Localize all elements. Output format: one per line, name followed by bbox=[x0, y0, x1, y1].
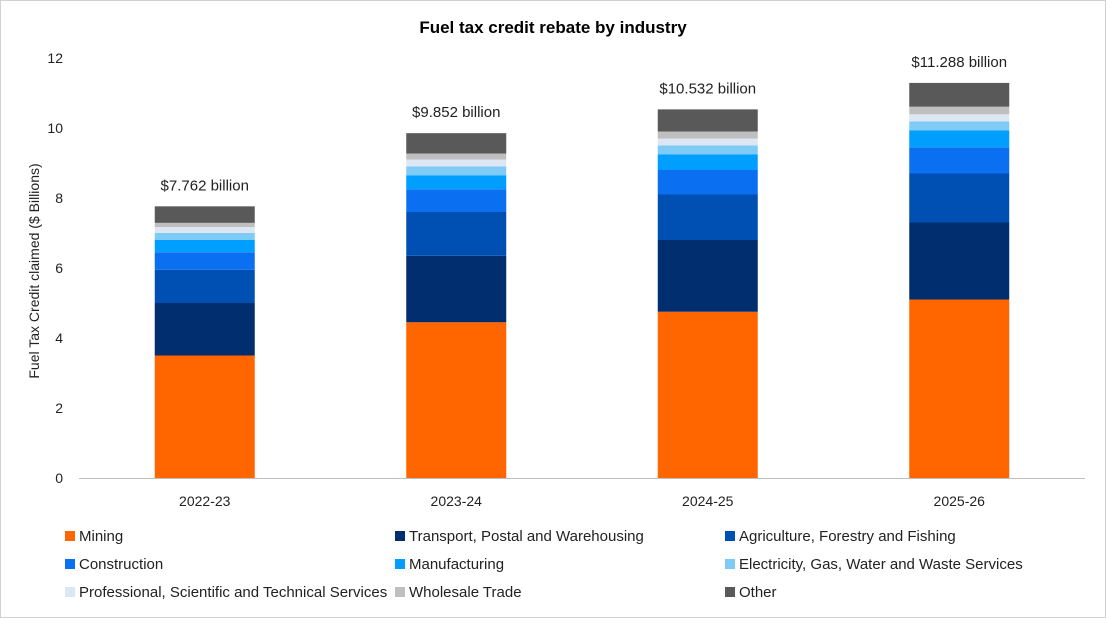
x-tick-label: 2022-23 bbox=[179, 493, 231, 509]
bar-segment-construction[interactable] bbox=[154, 252, 255, 270]
bar-segment-wholesale-trade[interactable] bbox=[154, 222, 255, 228]
y-axis-label: Fuel Tax Credit claimed ($ Billions) bbox=[26, 163, 42, 378]
x-tick-label: 2024-25 bbox=[682, 493, 734, 509]
legend-item[interactable]: Agriculture, Forestry and Fishing bbox=[725, 525, 1065, 547]
bar-segment-manufacturing[interactable] bbox=[154, 240, 255, 253]
bar-segment-electricity-gas-water-and-waste-services[interactable] bbox=[154, 233, 255, 240]
y-tick-label: 12 bbox=[47, 50, 63, 66]
legend-item[interactable]: Wholesale Trade bbox=[395, 581, 725, 603]
bar-segment-construction[interactable] bbox=[909, 147, 1010, 174]
bar-segment-transport-postal-and-warehousing[interactable] bbox=[909, 222, 1010, 300]
legend-label: Agriculture, Forestry and Fishing bbox=[739, 527, 956, 545]
legend: Mining Transport, Postal and Warehousing A… bbox=[65, 525, 1065, 603]
chart-title: Fuel tax credit rebate by industry bbox=[419, 18, 687, 37]
bar-segment-agriculture-forestry-and-fishing[interactable] bbox=[406, 212, 507, 256]
legend-swatch bbox=[65, 559, 75, 569]
total-data-label: $7.762 billion bbox=[161, 177, 249, 194]
legend-item[interactable]: Construction bbox=[65, 553, 395, 575]
legend-swatch bbox=[395, 531, 405, 541]
bar-segment-transport-postal-and-warehousing[interactable] bbox=[154, 303, 255, 356]
legend-item[interactable]: Other bbox=[725, 581, 1065, 603]
legend-label: Electricity, Gas, Water and Waste Servic… bbox=[739, 555, 1023, 573]
legend-label: Wholesale Trade bbox=[409, 583, 522, 601]
bar-segment-agriculture-forestry-and-fishing[interactable] bbox=[154, 269, 255, 303]
legend-item[interactable]: Professional, Scientific and Technical S… bbox=[65, 581, 395, 603]
total-data-label: $9.852 billion bbox=[412, 104, 500, 121]
plot-area: 0 2 4 6 8 10 12 $7.762 billion 2022-23 $9.852 bil… bbox=[47, 50, 1085, 509]
legend-item[interactable]: Mining bbox=[65, 525, 395, 547]
bar-segment-mining[interactable] bbox=[406, 322, 507, 478]
bar-segment-professional-scientific-and-technical-services[interactable] bbox=[657, 138, 758, 146]
bar-segment-agriculture-forestry-and-fishing[interactable] bbox=[657, 194, 758, 241]
bar-segment-mining[interactable] bbox=[909, 299, 1010, 479]
bar-segment-mining[interactable] bbox=[657, 311, 758, 478]
bar-segment-wholesale-trade[interactable] bbox=[406, 153, 507, 160]
bar-segment-professional-scientific-and-technical-services[interactable] bbox=[909, 114, 1010, 122]
bar-segment-manufacturing[interactable] bbox=[406, 175, 507, 190]
bar-segment-other[interactable] bbox=[909, 82, 1010, 107]
bar-segment-electricity-gas-water-and-waste-services[interactable] bbox=[909, 121, 1010, 131]
bar-segment-transport-postal-and-warehousing[interactable] bbox=[657, 240, 758, 312]
bar-segment-construction[interactable] bbox=[406, 189, 507, 212]
bar-segment-professional-scientific-and-technical-services[interactable] bbox=[154, 227, 255, 233]
legend-label: Other bbox=[739, 583, 777, 601]
bar-segment-manufacturing[interactable] bbox=[909, 130, 1010, 148]
bar-segment-electricity-gas-water-and-waste-services[interactable] bbox=[406, 166, 507, 176]
bar-segment-manufacturing[interactable] bbox=[657, 154, 758, 170]
bar-segment-professional-scientific-and-technical-services[interactable] bbox=[406, 159, 507, 167]
legend-swatch bbox=[65, 531, 75, 541]
legend-swatch bbox=[725, 531, 735, 541]
legend-swatch bbox=[65, 587, 75, 597]
x-tick-label: 2023-24 bbox=[431, 493, 483, 509]
chart-canvas: Fuel tax credit rebate by industry Fuel … bbox=[26, 18, 1085, 509]
bar-segment-other[interactable] bbox=[657, 109, 758, 132]
bar-segment-mining[interactable] bbox=[154, 355, 255, 479]
legend-item[interactable]: Manufacturing bbox=[395, 553, 725, 575]
y-tick-label: 0 bbox=[55, 470, 63, 486]
y-tick-label: 2 bbox=[55, 400, 63, 416]
x-tick-label: 2025-26 bbox=[934, 493, 986, 509]
legend-swatch bbox=[395, 559, 405, 569]
bar-segment-transport-postal-and-warehousing[interactable] bbox=[406, 255, 507, 323]
bar-segment-electricity-gas-water-and-waste-services[interactable] bbox=[657, 145, 758, 155]
legend-swatch bbox=[725, 559, 735, 569]
bar-segment-wholesale-trade[interactable] bbox=[657, 131, 758, 139]
legend-label: Transport, Postal and Warehousing bbox=[409, 527, 644, 545]
total-data-label: $10.532 billion bbox=[659, 80, 756, 97]
y-tick-label: 8 bbox=[55, 190, 63, 206]
y-tick-label: 6 bbox=[55, 260, 63, 276]
y-tick-label: 10 bbox=[47, 120, 63, 136]
bar-segment-wholesale-trade[interactable] bbox=[909, 106, 1010, 115]
legend-item[interactable]: Electricity, Gas, Water and Waste Servic… bbox=[725, 553, 1065, 575]
total-data-label: $11.288 billion bbox=[911, 54, 1007, 71]
legend-label: Manufacturing bbox=[409, 555, 505, 573]
legend-swatch bbox=[395, 587, 405, 597]
legend-label: Professional, Scientific and Technical S… bbox=[79, 583, 388, 601]
legend-label: Mining bbox=[79, 527, 124, 545]
bar-segment-agriculture-forestry-and-fishing[interactable] bbox=[909, 173, 1010, 223]
bar-segment-other[interactable] bbox=[406, 133, 507, 154]
legend-swatch bbox=[725, 587, 735, 597]
bar-segment-construction[interactable] bbox=[657, 170, 758, 195]
y-tick-label: 4 bbox=[55, 330, 63, 346]
legend-item[interactable]: Transport, Postal and Warehousing bbox=[395, 525, 725, 547]
legend-label: Construction bbox=[79, 555, 164, 573]
bar-segment-other[interactable] bbox=[154, 206, 255, 223]
